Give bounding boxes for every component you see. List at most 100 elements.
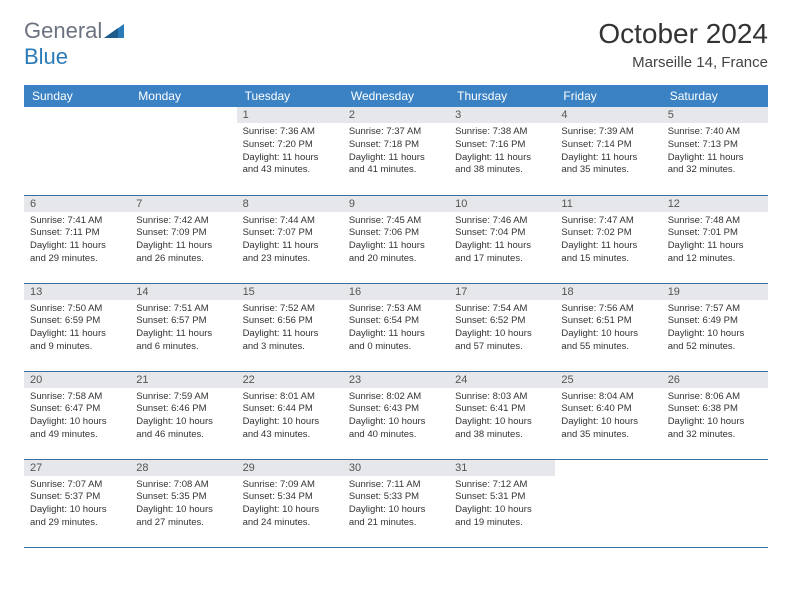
calendar-cell: 10Sunrise: 7:46 AMSunset: 7:04 PMDayligh…: [449, 195, 555, 283]
day-number: 17: [449, 284, 555, 300]
day-content: Sunrise: 7:51 AMSunset: 6:57 PMDaylight:…: [130, 300, 236, 358]
calendar-cell: 11Sunrise: 7:47 AMSunset: 7:02 PMDayligh…: [555, 195, 661, 283]
calendar-cell: 19Sunrise: 7:57 AMSunset: 6:49 PMDayligh…: [662, 283, 768, 371]
logo: General Blue: [24, 18, 124, 70]
calendar-cell: 12Sunrise: 7:48 AMSunset: 7:01 PMDayligh…: [662, 195, 768, 283]
location: Marseille 14, France: [598, 54, 768, 71]
day-number: 12: [662, 196, 768, 212]
calendar-cell: 2Sunrise: 7:37 AMSunset: 7:18 PMDaylight…: [343, 107, 449, 195]
calendar: Sunday Monday Tuesday Wednesday Thursday…: [24, 85, 768, 548]
day-content: Sunrise: 7:58 AMSunset: 6:47 PMDaylight:…: [24, 388, 130, 446]
logo-text-part1: General: [24, 18, 102, 43]
weekday-header: Monday: [130, 85, 236, 107]
weekday-header: Tuesday: [237, 85, 343, 107]
day-number: 22: [237, 372, 343, 388]
calendar-cell: 26Sunrise: 8:06 AMSunset: 6:38 PMDayligh…: [662, 371, 768, 459]
calendar-cell: 28Sunrise: 7:08 AMSunset: 5:35 PMDayligh…: [130, 459, 236, 547]
calendar-cell: [130, 107, 236, 195]
day-content: Sunrise: 7:39 AMSunset: 7:14 PMDaylight:…: [555, 123, 661, 181]
day-content: Sunrise: 7:37 AMSunset: 7:18 PMDaylight:…: [343, 123, 449, 181]
calendar-cell: [662, 459, 768, 547]
day-number: 20: [24, 372, 130, 388]
day-content: Sunrise: 7:52 AMSunset: 6:56 PMDaylight:…: [237, 300, 343, 358]
logo-text: General Blue: [24, 18, 124, 70]
calendar-cell: 3Sunrise: 7:38 AMSunset: 7:16 PMDaylight…: [449, 107, 555, 195]
day-content: Sunrise: 7:44 AMSunset: 7:07 PMDaylight:…: [237, 212, 343, 270]
day-content: Sunrise: 7:40 AMSunset: 7:13 PMDaylight:…: [662, 123, 768, 181]
calendar-cell: 18Sunrise: 7:56 AMSunset: 6:51 PMDayligh…: [555, 283, 661, 371]
day-number: 16: [343, 284, 449, 300]
day-number: 26: [662, 372, 768, 388]
calendar-row: 27Sunrise: 7:07 AMSunset: 5:37 PMDayligh…: [24, 459, 768, 547]
day-content: Sunrise: 7:42 AMSunset: 7:09 PMDaylight:…: [130, 212, 236, 270]
calendar-cell: 7Sunrise: 7:42 AMSunset: 7:09 PMDaylight…: [130, 195, 236, 283]
day-number: 2: [343, 107, 449, 123]
day-content: Sunrise: 7:46 AMSunset: 7:04 PMDaylight:…: [449, 212, 555, 270]
calendar-cell: 15Sunrise: 7:52 AMSunset: 6:56 PMDayligh…: [237, 283, 343, 371]
day-content: Sunrise: 8:06 AMSunset: 6:38 PMDaylight:…: [662, 388, 768, 446]
day-content: Sunrise: 7:45 AMSunset: 7:06 PMDaylight:…: [343, 212, 449, 270]
day-number: 30: [343, 460, 449, 476]
day-number: 1: [237, 107, 343, 123]
day-content: Sunrise: 7:09 AMSunset: 5:34 PMDaylight:…: [237, 476, 343, 534]
weekday-row: Sunday Monday Tuesday Wednesday Thursday…: [24, 85, 768, 107]
day-content: Sunrise: 7:48 AMSunset: 7:01 PMDaylight:…: [662, 212, 768, 270]
weekday-header: Sunday: [24, 85, 130, 107]
day-content: Sunrise: 7:41 AMSunset: 7:11 PMDaylight:…: [24, 212, 130, 270]
day-number: 6: [24, 196, 130, 212]
day-number: 31: [449, 460, 555, 476]
calendar-cell: 14Sunrise: 7:51 AMSunset: 6:57 PMDayligh…: [130, 283, 236, 371]
day-number: 7: [130, 196, 236, 212]
day-number: 27: [24, 460, 130, 476]
weekday-header: Thursday: [449, 85, 555, 107]
day-content: Sunrise: 8:04 AMSunset: 6:40 PMDaylight:…: [555, 388, 661, 446]
day-number: 11: [555, 196, 661, 212]
day-number: 23: [343, 372, 449, 388]
calendar-cell: 31Sunrise: 7:12 AMSunset: 5:31 PMDayligh…: [449, 459, 555, 547]
day-number: 4: [555, 107, 661, 123]
calendar-cell: [555, 459, 661, 547]
day-content: Sunrise: 8:03 AMSunset: 6:41 PMDaylight:…: [449, 388, 555, 446]
day-number: 3: [449, 107, 555, 123]
day-number: 21: [130, 372, 236, 388]
day-number: 14: [130, 284, 236, 300]
day-content: Sunrise: 7:36 AMSunset: 7:20 PMDaylight:…: [237, 123, 343, 181]
day-content: Sunrise: 7:38 AMSunset: 7:16 PMDaylight:…: [449, 123, 555, 181]
calendar-cell: 8Sunrise: 7:44 AMSunset: 7:07 PMDaylight…: [237, 195, 343, 283]
day-content: Sunrise: 7:53 AMSunset: 6:54 PMDaylight:…: [343, 300, 449, 358]
day-content: Sunrise: 7:59 AMSunset: 6:46 PMDaylight:…: [130, 388, 236, 446]
calendar-cell: 24Sunrise: 8:03 AMSunset: 6:41 PMDayligh…: [449, 371, 555, 459]
day-content: Sunrise: 7:54 AMSunset: 6:52 PMDaylight:…: [449, 300, 555, 358]
calendar-row: 1Sunrise: 7:36 AMSunset: 7:20 PMDaylight…: [24, 107, 768, 195]
day-number: 29: [237, 460, 343, 476]
weekday-header: Friday: [555, 85, 661, 107]
calendar-cell: 30Sunrise: 7:11 AMSunset: 5:33 PMDayligh…: [343, 459, 449, 547]
calendar-cell: 9Sunrise: 7:45 AMSunset: 7:06 PMDaylight…: [343, 195, 449, 283]
calendar-cell: 5Sunrise: 7:40 AMSunset: 7:13 PMDaylight…: [662, 107, 768, 195]
day-number: 19: [662, 284, 768, 300]
day-number: 13: [24, 284, 130, 300]
day-number: 9: [343, 196, 449, 212]
day-number: 5: [662, 107, 768, 123]
calendar-cell: 27Sunrise: 7:07 AMSunset: 5:37 PMDayligh…: [24, 459, 130, 547]
calendar-cell: 29Sunrise: 7:09 AMSunset: 5:34 PMDayligh…: [237, 459, 343, 547]
weekday-header: Wednesday: [343, 85, 449, 107]
calendar-cell: 4Sunrise: 7:39 AMSunset: 7:14 PMDaylight…: [555, 107, 661, 195]
day-number: 18: [555, 284, 661, 300]
calendar-cell: [24, 107, 130, 195]
day-content: Sunrise: 7:08 AMSunset: 5:35 PMDaylight:…: [130, 476, 236, 534]
day-content: Sunrise: 7:57 AMSunset: 6:49 PMDaylight:…: [662, 300, 768, 358]
day-content: Sunrise: 8:02 AMSunset: 6:43 PMDaylight:…: [343, 388, 449, 446]
day-number: 10: [449, 196, 555, 212]
day-content: Sunrise: 7:47 AMSunset: 7:02 PMDaylight:…: [555, 212, 661, 270]
day-number: 28: [130, 460, 236, 476]
day-content: Sunrise: 8:01 AMSunset: 6:44 PMDaylight:…: [237, 388, 343, 446]
day-content: Sunrise: 7:11 AMSunset: 5:33 PMDaylight:…: [343, 476, 449, 534]
day-content: Sunrise: 7:07 AMSunset: 5:37 PMDaylight:…: [24, 476, 130, 534]
month-title: October 2024: [598, 18, 768, 50]
day-number: 15: [237, 284, 343, 300]
calendar-cell: 20Sunrise: 7:58 AMSunset: 6:47 PMDayligh…: [24, 371, 130, 459]
logo-icon: [104, 18, 124, 44]
day-number: 24: [449, 372, 555, 388]
day-number: 8: [237, 196, 343, 212]
